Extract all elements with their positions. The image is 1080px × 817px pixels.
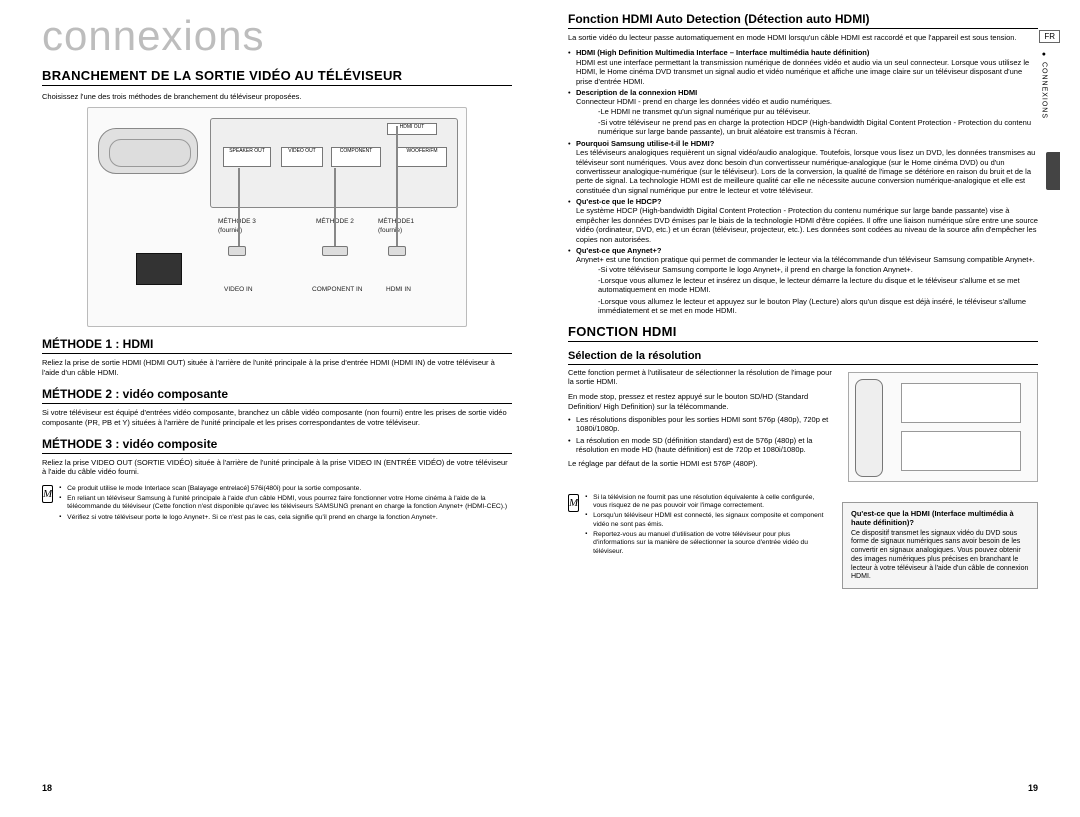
note-icon: M — [42, 485, 53, 503]
section-kicker: connexions — [42, 12, 512, 60]
right-note-box: M Si la télévision ne fournit pas une ré… — [568, 494, 830, 559]
right-note-3: Reportez-vous au manuel d'utilisation de… — [585, 531, 830, 556]
m2-heading: MÉTHODE 2 : vidéo composante — [42, 387, 512, 404]
side-badge: FR ● CONNEXIONS — [1039, 30, 1060, 121]
tip-body: Ce dispositif transmet les signaux vidéo… — [851, 530, 1029, 583]
port-component: COMPONENT — [331, 147, 381, 167]
m3-heading: MÉTHODE 3 : vidéo composite — [42, 437, 512, 454]
b2-sub2: Si votre téléviseur ne prend pas en char… — [590, 118, 1038, 137]
b4-label: Qu'est-ce que le HDCP? — [576, 197, 662, 206]
b3-body: Les téléviseurs analogiques requièrent u… — [576, 148, 1035, 195]
connection-diagram: HDMI OUT SPEAKER OUT VIDEO OUT COMPONENT… — [87, 107, 467, 327]
b4-body: Le système HDCP (High-bandwidth Digital … — [576, 206, 1038, 243]
left-note-3: Vérifiez si votre téléviseur porte le lo… — [59, 514, 512, 522]
left-intro: Choisissez l'une des trois méthodes de b… — [42, 92, 512, 101]
right-heading-fonction: FONCTION HDMI — [568, 324, 1038, 342]
b2-body: Connecteur HDMI - prend en charge les do… — [576, 97, 832, 106]
port-woofer-fm: WOOFER/FM — [397, 147, 447, 167]
lang-badge: FR — [1039, 30, 1060, 43]
tip-title: Qu'est-ce que la HDMI (Interface multimé… — [851, 509, 1029, 527]
right-h4-resolution: Sélection de la résolution — [568, 350, 1038, 365]
b2-label: Description de la connexion HDMI — [576, 88, 697, 97]
page-number-right: 19 — [1028, 783, 1038, 793]
b5-sub3: Lorsque vous allumez le lecteur et appuy… — [590, 297, 1038, 316]
caption-m1-sub: (fournie) — [378, 227, 402, 234]
left-heading: BRANCHEMENT DE LA SORTIE VIDÉO AU TÉLÉVI… — [42, 68, 512, 86]
b1-body: HDMI est une interface permettant la tra… — [576, 58, 1029, 86]
left-note-box: M Ce produit utilise le mode Interlace s… — [42, 485, 512, 525]
res-bullet-2: La résolution en mode SD (définition sta… — [568, 436, 1038, 455]
port-video-out: VIDEO OUT — [281, 147, 323, 167]
caption-m3: MÉTHODE 3 — [218, 218, 256, 225]
m2-body: Si votre téléviseur est équipé d'entrées… — [42, 408, 512, 427]
right-note-2: Lorsqu'un téléviseur HDMI est connecté, … — [585, 512, 830, 529]
hdmi-explain-list: HDMI (High Definition Multimedia Interfa… — [568, 48, 1038, 315]
right-subheading-auto: Fonction HDMI Auto Detection (Détection … — [568, 12, 1038, 29]
b5-sub2: Lorsque vous allumez le lecteur et insér… — [590, 276, 1038, 295]
m1-body: Reliez la prise de sortie HDMI (HDMI OUT… — [42, 358, 512, 377]
tv-port-component: COMPONENT IN — [312, 286, 362, 293]
tv-port-video: VIDEO IN — [224, 286, 253, 293]
device-back — [98, 128, 198, 174]
m1-heading: MÉTHODE 1 : HDMI — [42, 337, 512, 354]
tv-port-hdmi: HDMI IN — [386, 286, 411, 293]
section-vertical-label: ● CONNEXIONS — [1039, 49, 1048, 121]
right-note-1: Si la télévision ne fournit pas une réso… — [585, 494, 830, 511]
page-number-left: 18 — [42, 783, 52, 793]
b5-label: Qu'est-ce que Anynet+? — [576, 246, 661, 255]
b2-sub1: Le HDMI ne transmet qu'un signal numériq… — [590, 107, 1038, 116]
port-speaker-out: SPEAKER OUT — [223, 147, 271, 167]
b5-body: Anynet+ est une fonction pratique qui pe… — [576, 255, 1035, 264]
left-note-2: En reliant un téléviseur Samsung à l'uni… — [59, 495, 512, 512]
thumb-tab — [1046, 152, 1060, 190]
m3-body: Reliez la prise VIDEO OUT (SORTIE VIDÉO)… — [42, 458, 512, 477]
left-note-1: Ce produit utilise le mode Interlace sca… — [59, 485, 512, 493]
b3-label: Pourquoi Samsung utilise-t-il le HDMI? — [576, 139, 714, 148]
b1-label: HDMI (High Definition Multimedia Interfa… — [576, 48, 869, 57]
res-bullet-1: Les résolutions disponibles pour les sor… — [568, 415, 1038, 434]
b5-sub1: Si votre téléviseur Samsung comporte le … — [590, 265, 1038, 274]
tip-box: Qu'est-ce que la HDMI (Interface multimé… — [842, 502, 1038, 590]
right-intro-a: La sortie vidéo du lecteur passe automat… — [568, 33, 1038, 42]
note-icon: M — [568, 494, 579, 512]
tv-icon — [136, 253, 182, 285]
port-hdmi-out: HDMI OUT — [387, 123, 437, 135]
